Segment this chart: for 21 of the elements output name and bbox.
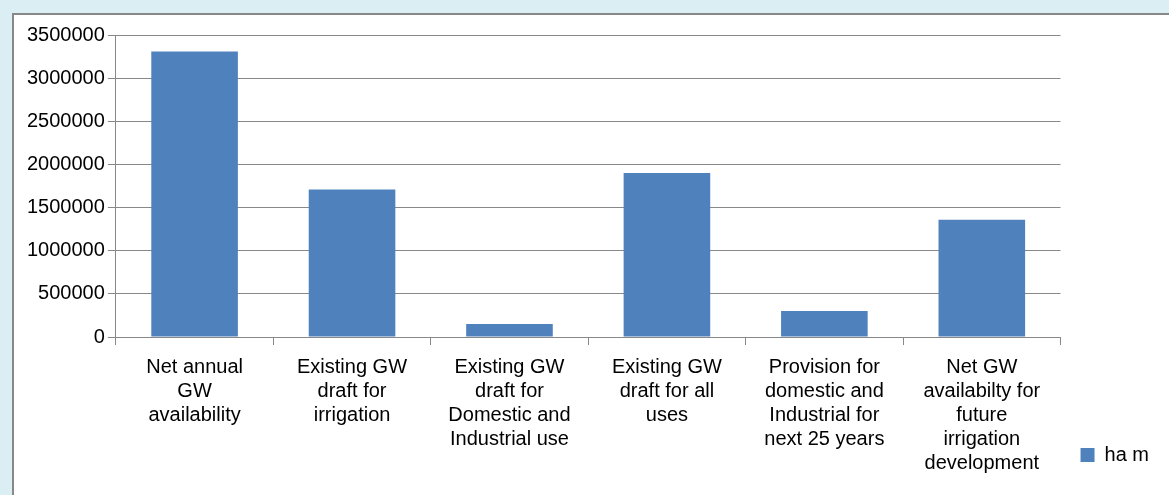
y-tick-label: 1500000 [26,195,105,218]
y-tick-label: 500000 [38,281,105,304]
x-tick-label: Provision for domestic and Industrial for next 25 years [764,354,885,449]
legend-label: ha m [1104,442,1150,465]
x-tick-label: Existing GW draft for irrigation [297,354,408,425]
y-tick-label: 2500000 [26,108,105,131]
x-tick-label: Existing GW draft for Domestic and Industrial use [448,354,571,449]
bar [623,173,711,337]
x-tick-label: Existing GW draft for all uses [611,354,723,425]
bar [151,51,238,337]
y-tick-label: 2000000 [26,151,105,174]
y-tick-label: 3000000 [26,65,105,88]
x-tick-label: Net annual GW availability [146,354,243,425]
bar [308,189,396,337]
y-tick-label: 3500000 [26,22,105,45]
bar [466,324,553,337]
y-tick-label: 0 [93,324,105,347]
bar [781,311,868,337]
bar [938,219,1026,337]
y-tick-label: 1000000 [26,238,105,261]
x-tick-label: Net GW availabilty for future irrigation development [923,354,1041,473]
